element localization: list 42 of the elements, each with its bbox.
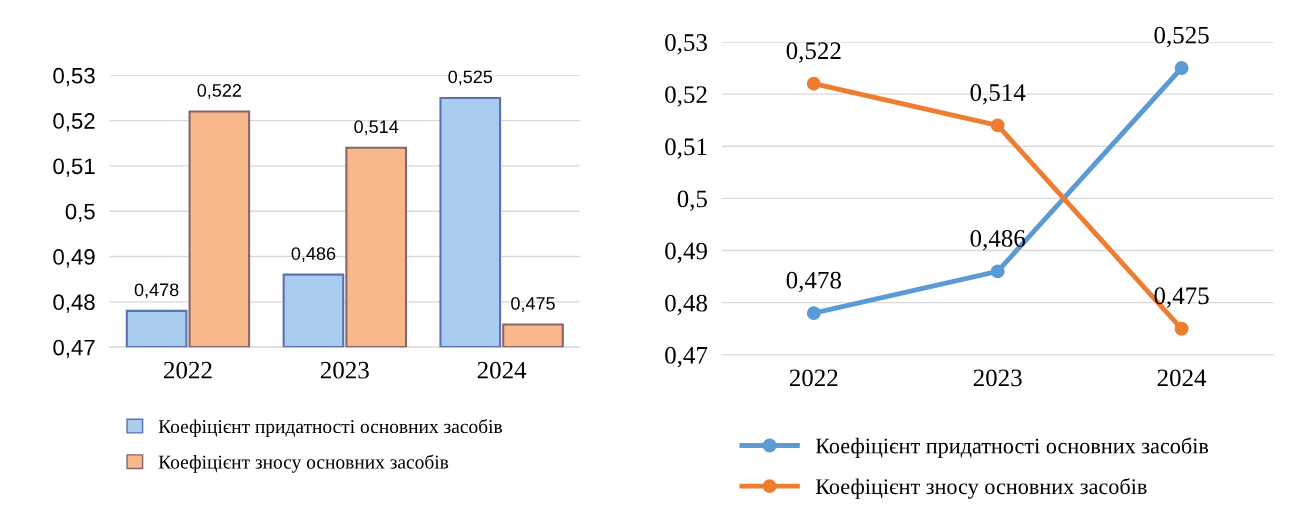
x-tick-label: 2024 [477,361,527,379]
data-label: 0,514 [970,84,1026,105]
y-tick-label: 0,49 [665,242,707,264]
point [1174,61,1189,75]
y-tick-label: 0,48 [53,294,95,313]
data-label: 0,478 [134,283,179,299]
point [806,76,821,91]
data-label: 0,475 [511,297,555,312]
data-label: 0,514 [354,120,399,136]
legend-label: Коефіцієнт придатності основних засобів [158,419,502,438]
y-tick-label: 0,49 [53,249,95,268]
data-label: 0,478 [786,271,841,293]
x-tick-label: 2022 [164,361,212,379]
data-label: 0,525 [1154,26,1209,48]
y-tick-label: 0,5 [65,203,95,223]
data-label: 0,525 [448,70,493,86]
legend-label: Коефіцієнт зносу основних засобів [158,454,449,473]
x-tick-label: 2022 [789,369,838,387]
point [990,118,1005,133]
y-tick-label: 0,5 [677,190,707,211]
legend-label: Коефіцієнт зносу основних засобів [815,478,1147,499]
y-tick-label: 0,53 [665,34,707,55]
data-label: 0,486 [970,230,1026,251]
x-tick-label: 2023 [320,361,369,379]
y-tick-label: 0,47 [53,339,95,359]
point [806,306,821,321]
point [990,264,1005,279]
data-label: 0,486 [291,247,336,263]
y-tick-label: 0,52 [53,113,95,132]
x-tick-label: 2024 [1157,369,1207,387]
y-tick-label: 0,52 [665,86,707,107]
y-tick-label: 0,53 [53,67,95,87]
y-tick-label: 0,47 [665,346,708,368]
data-label: 0,522 [197,84,242,99]
legend-label: Коефіцієнт придатності основних засобів [815,437,1209,459]
x-tick-label: 2023 [973,369,1022,387]
data-label: 0,522 [786,42,841,63]
point [1174,321,1189,336]
y-tick-label: 0,48 [665,294,707,316]
y-tick-label: 0,51 [665,138,707,159]
data-label: 0,475 [1154,287,1209,308]
y-tick-label: 0,51 [53,158,95,177]
